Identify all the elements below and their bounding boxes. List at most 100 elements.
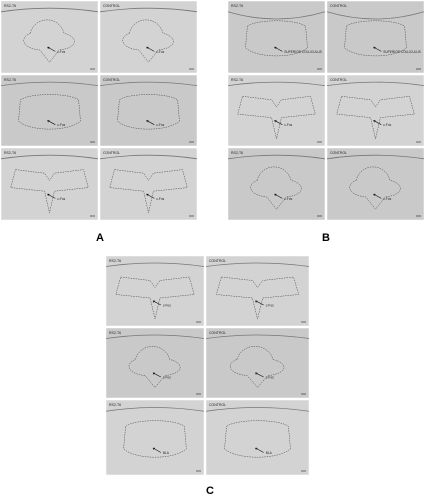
panel-header: RS2-T6 bbox=[231, 151, 243, 155]
micrograph bbox=[0, 147, 99, 221]
arrow bbox=[47, 46, 56, 52]
panel: CONTROL c-Fos bbox=[99, 74, 198, 147]
tissue-edge bbox=[105, 262, 205, 267]
region-outline bbox=[224, 420, 291, 458]
panel: RS2-T6 c-Fos bbox=[0, 147, 99, 221]
panel: CONTROL BLA bbox=[205, 399, 310, 476]
panel-header: RS2-T6 bbox=[4, 4, 16, 8]
arrow bbox=[47, 120, 56, 125]
micrograph bbox=[227, 0, 326, 74]
tissue-edge bbox=[227, 154, 326, 160]
annotation: c-Fos bbox=[266, 303, 274, 307]
panel-header: RS2-T6 bbox=[4, 151, 16, 155]
panel: RS2-T6 SUPERIOR COLLICULUS bbox=[227, 0, 326, 74]
tissue-edge bbox=[0, 154, 99, 160]
micrograph bbox=[205, 327, 310, 399]
panel-header: RS2-T6 bbox=[4, 78, 16, 82]
annotation: c-Fos bbox=[284, 123, 292, 127]
annotation: c-Fos bbox=[163, 375, 171, 379]
micrograph bbox=[99, 147, 198, 221]
arrow bbox=[152, 372, 162, 378]
region-outline bbox=[250, 166, 302, 210]
region-outline bbox=[122, 19, 174, 63]
tissue-edge bbox=[205, 334, 310, 339]
region-outline bbox=[117, 94, 180, 130]
annotation: SUPERIOR COLLICULUS bbox=[284, 50, 322, 54]
region-outline bbox=[18, 94, 81, 130]
micrograph bbox=[227, 74, 326, 147]
panel: RS2-T6 c-Fos bbox=[0, 74, 99, 147]
tissue-edge bbox=[0, 81, 99, 87]
annotation: c-Fos bbox=[163, 303, 171, 307]
panel: RS2-T6 BLA bbox=[105, 399, 205, 476]
arrow bbox=[146, 193, 155, 199]
panel: CONTROL c-Fos bbox=[326, 147, 425, 221]
region-outline bbox=[123, 420, 187, 458]
annotation: c-Fos bbox=[284, 197, 292, 201]
region-outline bbox=[109, 169, 188, 213]
panel: CONTROL c-Fos bbox=[205, 327, 310, 399]
micrograph bbox=[326, 74, 425, 147]
region-outline bbox=[23, 19, 75, 63]
region-outline bbox=[229, 346, 285, 388]
region-outline bbox=[128, 346, 181, 388]
panel: RS2-T6 c-Fos bbox=[105, 327, 205, 399]
tissue-edge bbox=[227, 81, 326, 87]
panel: CONTROL SUPERIOR COLLICULUS bbox=[326, 0, 425, 74]
annotation: c-Fos bbox=[156, 50, 164, 54]
micrograph bbox=[0, 0, 99, 74]
panel-header: RS2-T6 bbox=[231, 4, 243, 8]
arrow bbox=[255, 300, 264, 306]
panel: CONTROL c-Fos bbox=[99, 147, 198, 221]
arrow bbox=[255, 372, 264, 378]
group-label: A bbox=[96, 232, 104, 244]
arrow bbox=[255, 447, 264, 453]
panel: RS2-T6 c-Fos bbox=[227, 147, 326, 221]
panel-header: CONTROL bbox=[209, 259, 226, 263]
panel-header: CONTROL bbox=[330, 78, 347, 82]
panel: CONTROL c-Fos bbox=[326, 74, 425, 147]
tissue-edge bbox=[105, 407, 205, 412]
micrograph bbox=[326, 147, 425, 221]
micrograph bbox=[105, 399, 205, 476]
region-outline bbox=[115, 276, 195, 320]
panel-header: CONTROL bbox=[209, 403, 226, 407]
tissue-edge bbox=[99, 81, 198, 87]
panel-header: RS2-T6 bbox=[109, 331, 121, 335]
panel: RS2-T6 c-Fos bbox=[0, 0, 99, 74]
annotation: BLA bbox=[163, 451, 170, 455]
region-outline bbox=[237, 96, 316, 139]
arrow bbox=[274, 120, 283, 125]
arrow bbox=[152, 300, 162, 306]
panel: CONTROL c-Fos bbox=[99, 0, 198, 74]
arrow bbox=[146, 46, 155, 52]
region-outline bbox=[336, 96, 415, 139]
micrograph bbox=[0, 74, 99, 147]
arrow bbox=[146, 120, 155, 125]
micrograph bbox=[105, 255, 205, 327]
tissue-edge bbox=[205, 407, 310, 412]
tissue-edge bbox=[99, 154, 198, 160]
arrow bbox=[47, 193, 56, 199]
panel-header: CONTROL bbox=[103, 4, 120, 8]
panel-header: CONTROL bbox=[330, 151, 347, 155]
arrow bbox=[152, 447, 162, 453]
panel: CONTROL c-Fos bbox=[205, 255, 310, 327]
region-outline bbox=[245, 20, 308, 57]
arrow bbox=[274, 46, 283, 52]
micrograph bbox=[205, 255, 310, 327]
annotation: c-Fos bbox=[57, 50, 65, 54]
panel: RS2-T6 c-Fos bbox=[105, 255, 205, 327]
micrograph bbox=[205, 399, 310, 476]
region-outline bbox=[215, 276, 300, 320]
annotation: c-Fos bbox=[57, 123, 65, 127]
region-outline bbox=[349, 166, 401, 210]
annotation: c-Fos bbox=[266, 375, 274, 379]
region-outline bbox=[10, 169, 89, 213]
tissue-edge bbox=[105, 334, 205, 339]
panel-header: RS2-T6 bbox=[231, 78, 243, 82]
arrow bbox=[373, 193, 382, 199]
arrow bbox=[373, 120, 382, 125]
